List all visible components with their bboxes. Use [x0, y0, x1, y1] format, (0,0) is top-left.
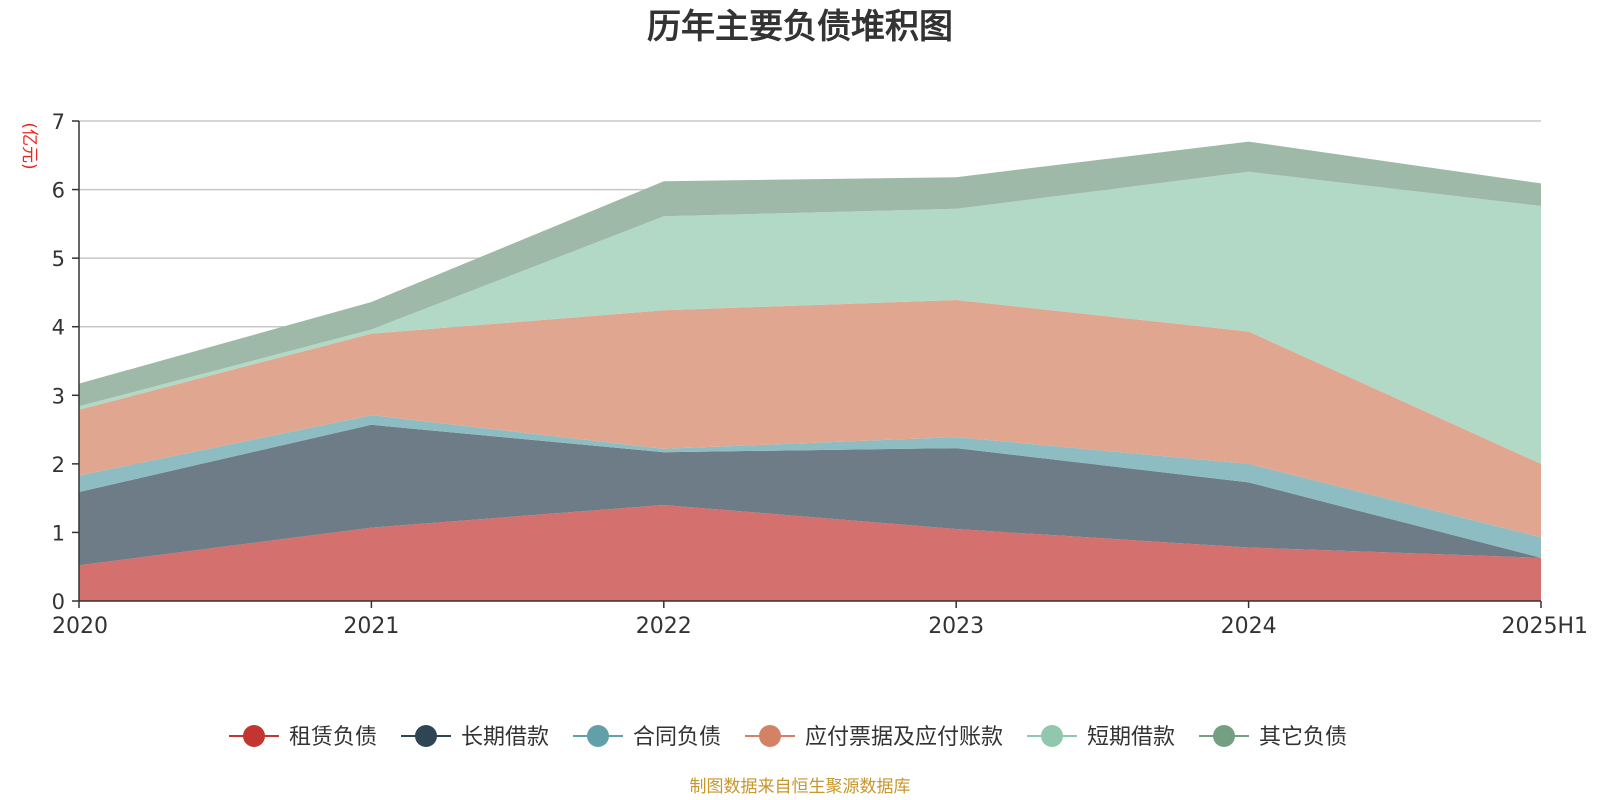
y-tick-label: 4	[52, 316, 65, 340]
x-tick-label: 2020	[52, 614, 108, 639]
legend-item-1: 长期借款	[401, 725, 549, 750]
legend-label: 长期借款	[461, 725, 549, 750]
area-series-0	[79, 505, 1541, 601]
legend-item-2: 合同负债	[573, 725, 721, 750]
y-tick-label: 2	[52, 453, 65, 477]
axes: 0 1 2 3 4 5 6 7 2020 2021 2022 2023 2024 2025H1	[52, 110, 1588, 639]
y-tick-label: 3	[52, 384, 65, 408]
legend-label: 租赁负债	[289, 725, 377, 750]
legend-item-4: 短期借款	[1027, 725, 1175, 750]
x-tick-label: 2022	[636, 614, 692, 639]
y-axis-unit: (亿元)	[19, 122, 39, 169]
legend-label: 其它负债	[1259, 725, 1347, 750]
source-note: 制图数据来自恒生聚源数据库	[690, 777, 911, 797]
y-tick-label: 1	[52, 521, 65, 545]
legend-marker	[1041, 725, 1063, 747]
y-tick-label: 0	[52, 590, 65, 614]
x-tick-label: 2021	[343, 614, 399, 639]
legend-item-5: 其它负债	[1199, 725, 1347, 750]
x-tick-label: 2023	[928, 614, 984, 639]
legend-label: 短期借款	[1087, 725, 1175, 750]
legend-marker	[587, 725, 609, 747]
area-series-2	[79, 415, 1541, 558]
legend-item-0: 租赁负债	[229, 725, 377, 750]
legend-marker	[1213, 725, 1235, 747]
legend-item-3: 应付票据及应付账款	[745, 725, 1003, 750]
legend: 租赁负债 长期借款 合同负债 应付票据及应付账款 短期借款 其它负债	[229, 725, 1347, 750]
y-tick-label: 7	[52, 110, 65, 134]
x-tick-label: 2024	[1221, 614, 1277, 639]
area-series-5	[79, 141, 1541, 407]
legend-label: 应付票据及应付账款	[805, 725, 1003, 750]
legend-label: 合同负债	[633, 725, 721, 750]
chart-title: 历年主要负债堆积图	[647, 7, 953, 47]
area-series-3	[79, 300, 1541, 538]
area-series	[79, 141, 1541, 601]
legend-marker	[243, 725, 265, 747]
legend-marker	[415, 725, 437, 747]
y-tick-label: 6	[52, 179, 65, 203]
area-series-4	[79, 171, 1541, 464]
y-tick-label: 5	[52, 247, 65, 271]
x-tick-label: 2025H1	[1501, 614, 1588, 639]
area-series-1	[79, 424, 1541, 566]
legend-marker	[759, 725, 781, 747]
